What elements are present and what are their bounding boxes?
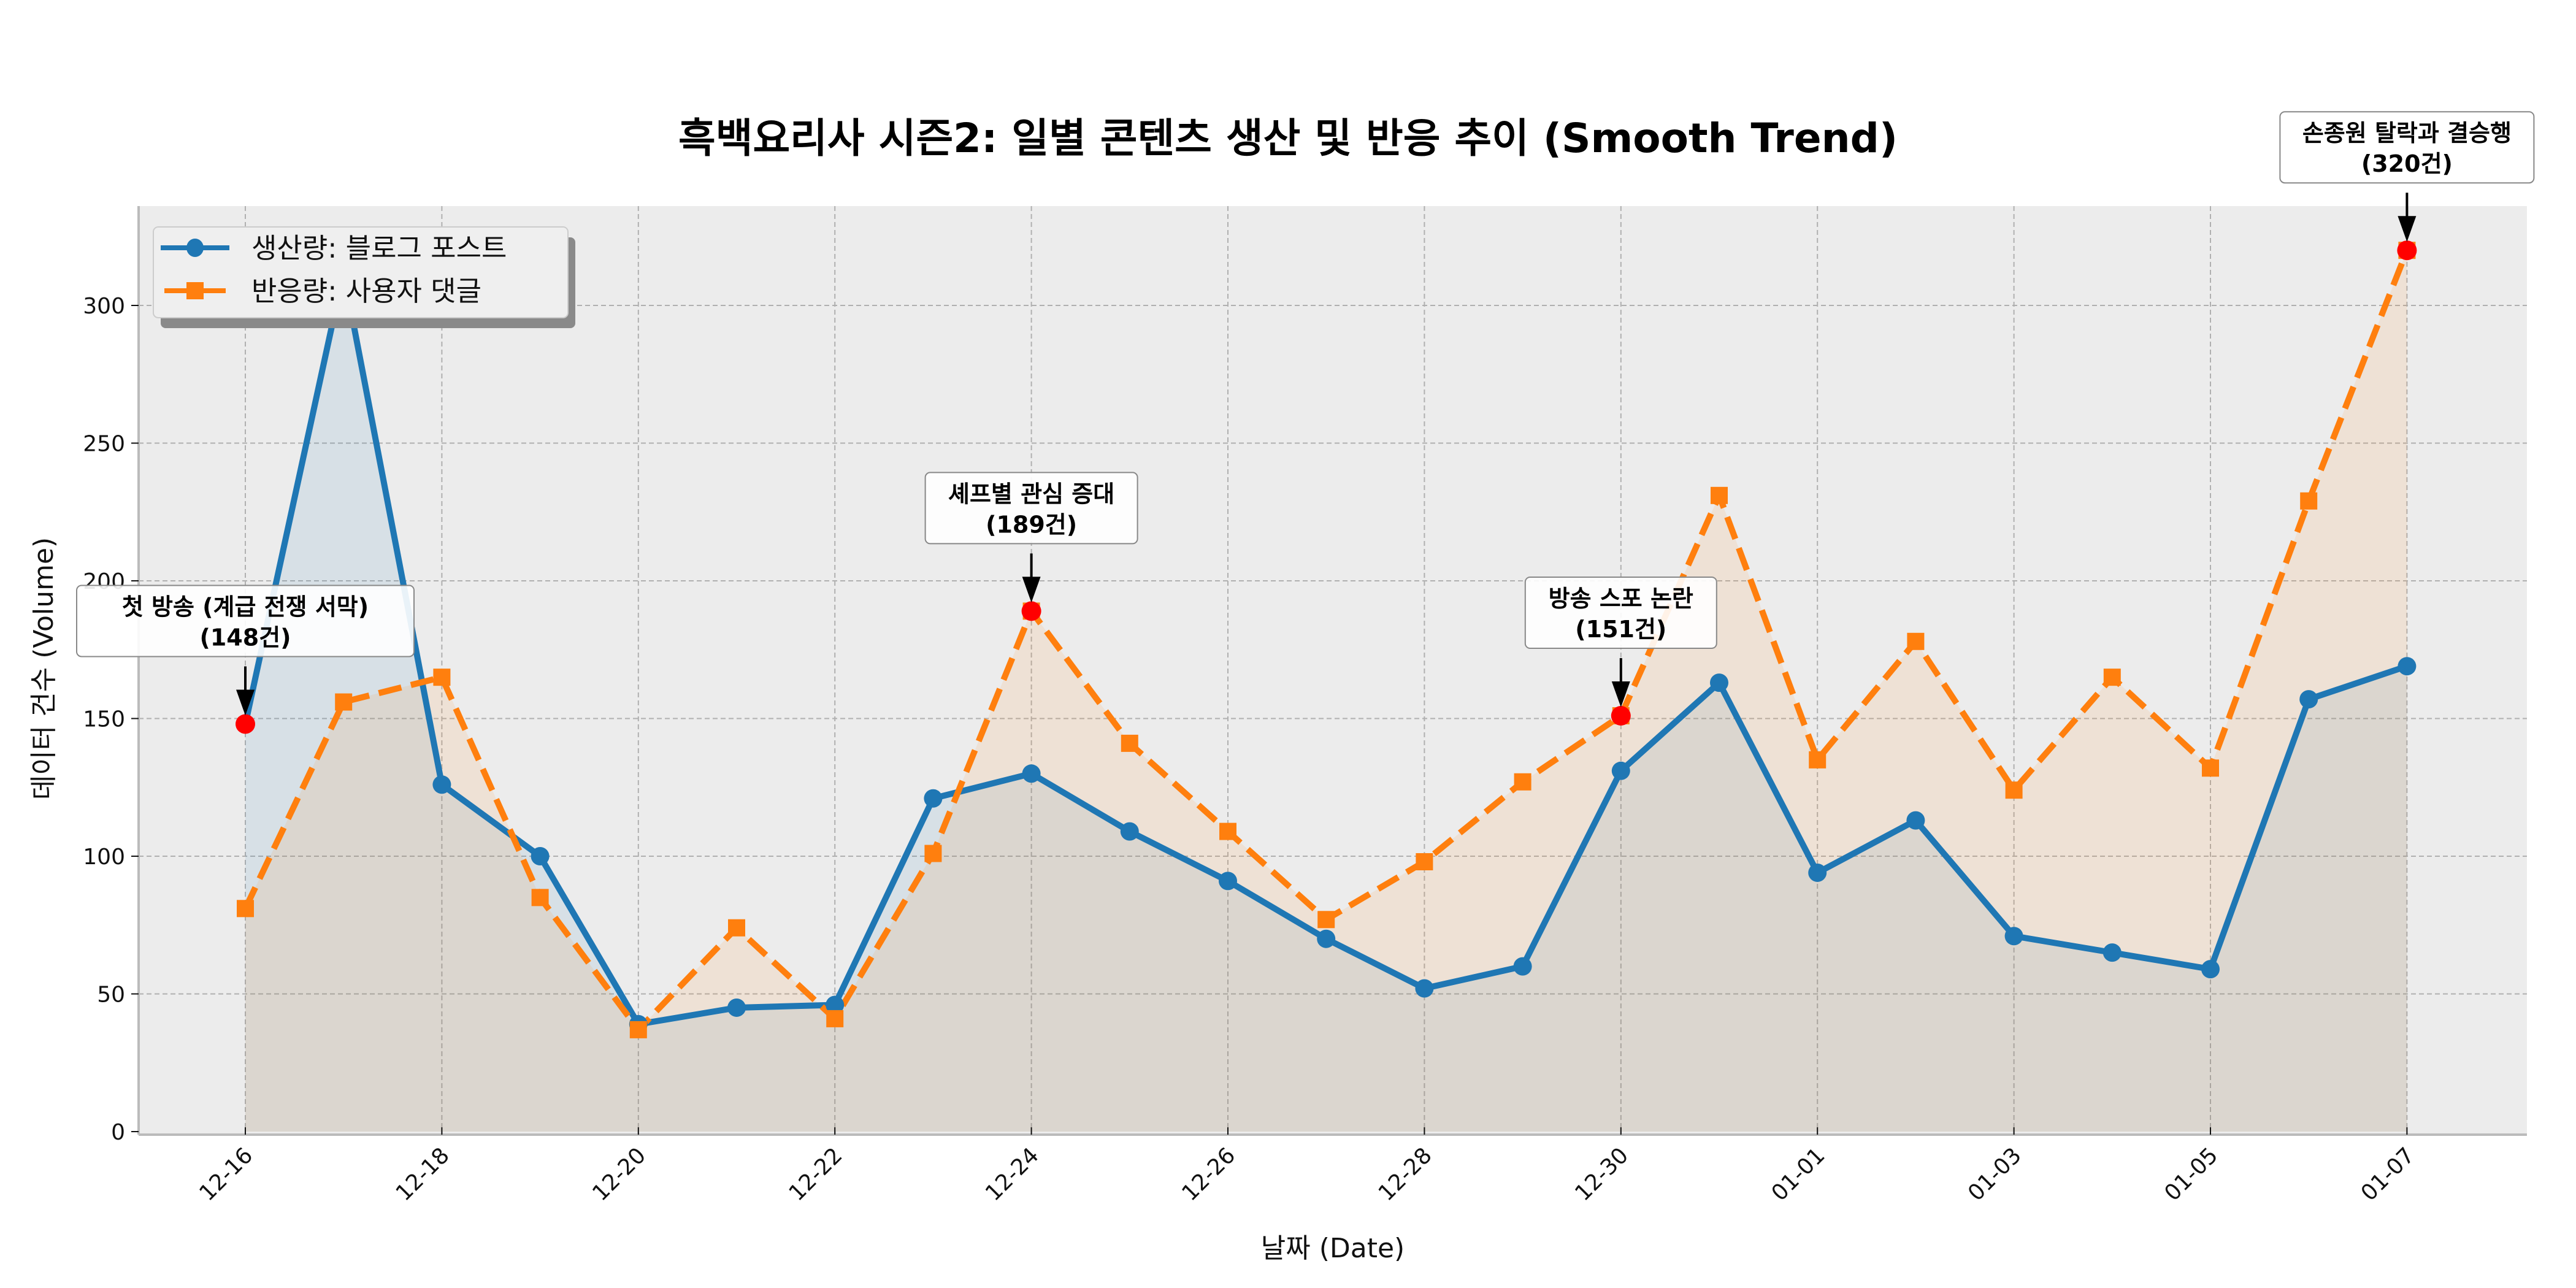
plot-area bbox=[139, 206, 2527, 1135]
legend-circle-marker-icon bbox=[186, 239, 204, 257]
annotation-box bbox=[924, 472, 1138, 545]
data-point-circle bbox=[2004, 927, 2023, 946]
x-axis-label: 날짜 (Date) bbox=[1261, 1233, 1405, 1264]
data-point-square bbox=[1907, 632, 1925, 650]
annotations: 첫 방송 (계급 전쟁 서막) (148건) 셰프별 관심 증대 (189건) 방송 스… bbox=[76, 111, 2535, 734]
data-point-circle bbox=[1022, 764, 1041, 783]
annotation-arrow-head-icon bbox=[2398, 216, 2417, 242]
legend-box bbox=[153, 226, 569, 318]
highlight-point bbox=[1021, 601, 1041, 621]
y-tick-label: 300 bbox=[83, 294, 125, 319]
legend-square-marker-icon bbox=[186, 282, 204, 299]
area-fill-series-1 bbox=[245, 250, 2407, 1132]
x-tick-label: 01-05 bbox=[2160, 1143, 2223, 1206]
data-point-square bbox=[1514, 773, 1531, 791]
data-point-square bbox=[1711, 486, 1728, 504]
data-point-circle bbox=[2201, 960, 2220, 979]
y-tick-label: 250 bbox=[83, 432, 125, 457]
legend-item-blog-posts[interactable]: 생산량: 블로그 포스트 bbox=[161, 232, 507, 264]
data-point-square bbox=[2202, 759, 2219, 777]
annotation-count: (189건) bbox=[986, 511, 1077, 538]
annotation-arrow-head-icon bbox=[1611, 681, 1630, 708]
x-tick-label: 12-26 bbox=[1177, 1143, 1240, 1206]
x-axis-ticks: 12-16 12-18 12-20 12-22 12-24 12-26 12-28 12-30… bbox=[194, 1127, 2420, 1206]
annotation-count: (148건) bbox=[199, 624, 291, 651]
annotation-box bbox=[1524, 577, 1717, 650]
x-tick-label: 01-01 bbox=[1767, 1143, 1830, 1206]
data-point-circle bbox=[1906, 811, 1925, 830]
data-point-square bbox=[335, 693, 353, 711]
data-point-circle bbox=[1415, 979, 1434, 998]
x-tick-label: 12-16 bbox=[194, 1143, 258, 1206]
data-point-circle bbox=[531, 847, 550, 865]
data-point-circle bbox=[826, 995, 845, 1014]
data-point-circle bbox=[1120, 822, 1139, 841]
data-point-circle bbox=[2103, 943, 2122, 962]
x-tick-label: 12-22 bbox=[784, 1143, 848, 1206]
x-tick-label: 12-18 bbox=[391, 1143, 454, 1206]
chart-title: 흑백요리사 시즌2: 일별 콘텐츠 생산 및 반응 추이 (Smooth Tre… bbox=[678, 115, 1898, 162]
data-point-square bbox=[1809, 751, 1827, 769]
data-point-square bbox=[1317, 911, 1335, 929]
data-point-circle bbox=[1317, 929, 1336, 948]
data-point-square bbox=[2005, 781, 2023, 799]
data-point-circle bbox=[1808, 863, 1827, 882]
data-point-circle bbox=[1219, 872, 1237, 891]
data-point-circle bbox=[432, 775, 451, 794]
data-point-circle bbox=[1513, 957, 1532, 976]
x-tick-label: 01-07 bbox=[2356, 1143, 2420, 1206]
annotation-box bbox=[76, 585, 415, 657]
data-point-circle bbox=[2398, 657, 2417, 676]
data-point-square bbox=[433, 669, 451, 686]
data-point-square bbox=[826, 1010, 844, 1027]
data-point-square bbox=[629, 1021, 647, 1038]
data-point-circle bbox=[2299, 690, 2318, 709]
legend-label-blog-posts: 생산량: 블로그 포스트 bbox=[251, 232, 507, 264]
data-point-circle bbox=[1710, 673, 1728, 692]
data-point-square bbox=[728, 919, 745, 937]
legend-label-user-comments: 반응량: 사용자 댓글 bbox=[251, 275, 481, 307]
annotation-arrow-head-icon bbox=[236, 689, 255, 716]
x-tick-label: 12-28 bbox=[1374, 1143, 1437, 1206]
highlight-point bbox=[2397, 240, 2417, 261]
annotation-title: 셰프별 관심 증대 bbox=[948, 480, 1114, 507]
annotation-count: (320건) bbox=[2361, 150, 2453, 177]
data-point-square bbox=[1121, 734, 1138, 752]
x-tick-label: 01-03 bbox=[1963, 1143, 2026, 1206]
data-point-square bbox=[924, 845, 942, 862]
data-point-circle bbox=[1611, 761, 1630, 780]
annotation-arrow-head-icon bbox=[1022, 577, 1041, 603]
annotation-count: (151건) bbox=[1575, 616, 1666, 643]
legend: 생산량: 블로그 포스트 반응량: 사용자 댓글 bbox=[153, 226, 575, 328]
data-point-square bbox=[2103, 669, 2121, 686]
data-point-circle bbox=[924, 789, 943, 808]
y-tick-label: 150 bbox=[83, 707, 125, 732]
x-tick-label: 12-30 bbox=[1570, 1143, 1633, 1206]
data-point-square bbox=[2300, 492, 2318, 510]
annotation-title: 방송 스포 논란 bbox=[1549, 585, 1693, 612]
legend-item-user-comments[interactable]: 반응량: 사용자 댓글 bbox=[164, 275, 481, 307]
annotation-title: 첫 방송 (계급 전쟁 서막) bbox=[122, 593, 369, 620]
data-point-square bbox=[1219, 822, 1236, 840]
annotation-title: 손종원 탈락과 결승행 bbox=[2302, 120, 2512, 147]
series-fills bbox=[245, 250, 2407, 1132]
highlight-point bbox=[236, 714, 255, 734]
x-tick-label: 12-20 bbox=[588, 1143, 651, 1206]
y-axis-label: 데이터 건수 (Volume) bbox=[28, 537, 59, 800]
x-tick-label: 12-24 bbox=[981, 1143, 1044, 1206]
data-point-square bbox=[237, 900, 254, 918]
data-point-circle bbox=[727, 998, 746, 1017]
data-point-square bbox=[1416, 853, 1433, 870]
y-tick-label: 100 bbox=[83, 845, 125, 870]
area-fill-series-0 bbox=[245, 272, 2407, 1132]
data-point-square bbox=[531, 889, 549, 907]
annotation-box bbox=[2279, 111, 2535, 184]
highlight-point bbox=[1611, 706, 1631, 726]
y-tick-label: 0 bbox=[111, 1120, 125, 1145]
y-tick-label: 50 bbox=[97, 983, 125, 1008]
